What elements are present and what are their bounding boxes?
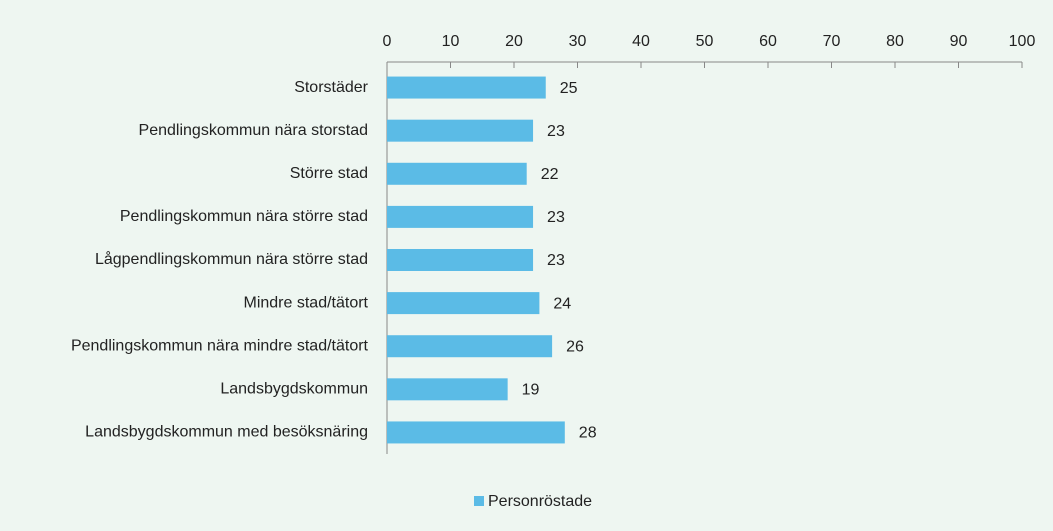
x-tick-label: 40 xyxy=(632,33,650,50)
data-label: 23 xyxy=(547,123,565,140)
legend-swatch xyxy=(474,496,484,506)
legend-label: Personröstade xyxy=(488,493,592,510)
x-tick-label: 100 xyxy=(1009,33,1036,50)
y-tick-label: Landsbygdskommun med besöksnäring xyxy=(85,424,368,441)
data-label: 26 xyxy=(566,338,584,355)
x-tick-label: 70 xyxy=(823,33,841,50)
x-tick-label: 50 xyxy=(696,33,714,50)
data-label: 28 xyxy=(579,425,597,442)
y-tick-label: Större stad xyxy=(290,165,368,182)
x-tick-label: 10 xyxy=(442,33,460,50)
x-tick-label: 30 xyxy=(569,33,587,50)
data-label: 23 xyxy=(547,252,565,269)
bar xyxy=(387,76,546,99)
data-label: 22 xyxy=(541,166,559,183)
y-tick-label: Mindre stad/tätort xyxy=(244,294,369,311)
bar xyxy=(387,335,553,358)
y-tick-label: Pendlingskommun nära storstad xyxy=(139,122,368,139)
bar xyxy=(387,249,534,271)
bar xyxy=(387,292,540,315)
data-label: 24 xyxy=(553,295,571,312)
y-tick-label: Landsbygdskommun xyxy=(220,381,368,398)
y-tick-label: Lågpendlingskommun nära större stad xyxy=(95,250,368,268)
y-tick-label: Storstäder xyxy=(294,79,368,96)
bar xyxy=(387,162,527,185)
y-tick-label: Pendlingskommun nära större stad xyxy=(120,208,368,225)
data-label: 19 xyxy=(522,382,540,399)
y-tick-label: Pendlingskommun nära mindre stad/tätort xyxy=(71,337,369,354)
x-tick-label: 20 xyxy=(505,33,523,50)
bar xyxy=(387,421,565,444)
x-tick-label: 80 xyxy=(886,33,904,50)
data-label: 23 xyxy=(547,209,565,226)
x-tick-label: 0 xyxy=(383,33,392,50)
data-label: 25 xyxy=(560,80,578,97)
x-tick-label: 90 xyxy=(950,33,968,50)
bar xyxy=(387,119,534,142)
x-tick-label: 60 xyxy=(759,33,777,50)
bar xyxy=(387,205,534,228)
bar xyxy=(387,378,508,401)
